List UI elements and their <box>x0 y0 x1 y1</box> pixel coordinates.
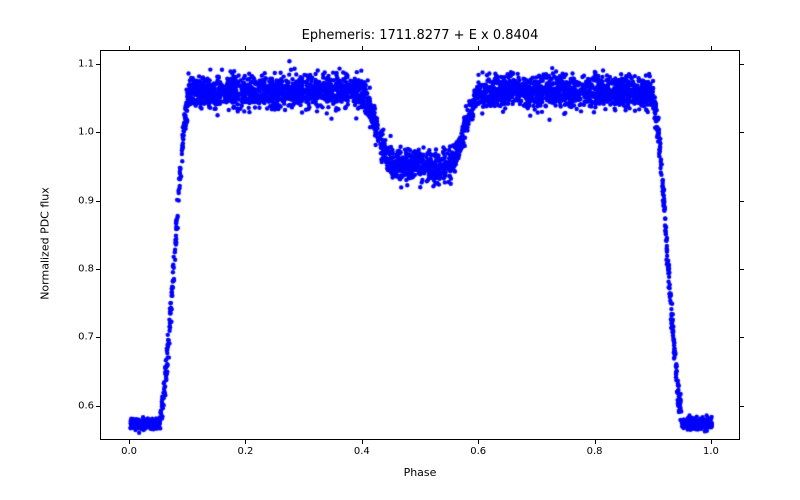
x-tick-mark <box>245 46 246 50</box>
y-tick-mark <box>96 132 100 133</box>
scatter-canvas <box>101 51 741 441</box>
x-tick-mark <box>595 46 596 50</box>
x-tick-mark <box>129 440 130 444</box>
y-tick-label: 0.8 <box>68 263 94 274</box>
x-axis-label: Phase <box>100 466 740 479</box>
x-tick-label: 0.4 <box>354 446 370 457</box>
y-tick-mark <box>96 337 100 338</box>
x-tick-label: 0.2 <box>238 446 254 457</box>
y-tick-mark <box>740 64 744 65</box>
x-tick-mark <box>711 46 712 50</box>
x-tick-mark <box>362 440 363 444</box>
x-tick-mark <box>478 440 479 444</box>
y-axis-label: Normalized PDC flux <box>39 144 52 344</box>
y-tick-label: 1.0 <box>68 127 94 138</box>
y-tick-label: 1.1 <box>68 58 94 69</box>
y-tick-mark <box>740 132 744 133</box>
y-tick-mark <box>96 64 100 65</box>
x-tick-mark <box>711 440 712 444</box>
y-tick-mark <box>740 269 744 270</box>
y-tick-mark <box>96 201 100 202</box>
x-tick-mark <box>595 440 596 444</box>
x-tick-mark <box>478 46 479 50</box>
x-tick-label: 0.0 <box>121 446 137 457</box>
y-tick-label: 0.7 <box>68 332 94 343</box>
x-tick-label: 0.6 <box>470 446 486 457</box>
y-tick-mark <box>740 406 744 407</box>
axes-frame <box>100 50 740 440</box>
x-tick-mark <box>245 440 246 444</box>
y-tick-label: 0.9 <box>68 195 94 206</box>
y-tick-mark <box>96 406 100 407</box>
y-tick-mark <box>740 201 744 202</box>
x-tick-mark <box>129 46 130 50</box>
figure: Ephemeris: 1711.8277 + E x 0.8404 Normal… <box>0 0 800 500</box>
x-tick-mark <box>362 46 363 50</box>
y-tick-label: 0.6 <box>68 400 94 411</box>
y-tick-mark <box>96 269 100 270</box>
y-tick-mark <box>740 337 744 338</box>
x-tick-label: 0.8 <box>587 446 603 457</box>
x-tick-label: 1.0 <box>703 446 719 457</box>
chart-title: Ephemeris: 1711.8277 + E x 0.8404 <box>100 28 740 43</box>
